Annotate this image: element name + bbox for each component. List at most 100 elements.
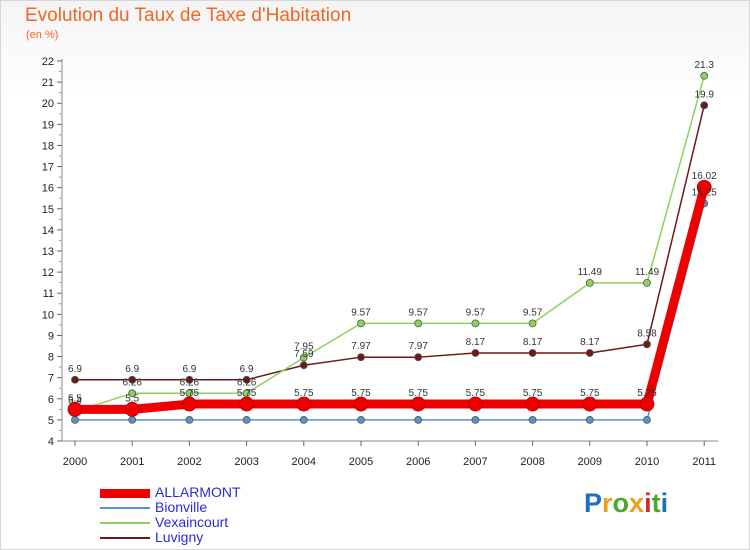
y-tick-label: 6 xyxy=(48,394,54,406)
logo-letter: i xyxy=(644,488,652,518)
y-tick-label: 9 xyxy=(48,330,54,342)
data-label-allarmont: 5.75 xyxy=(466,388,486,399)
data-point-bionville xyxy=(185,415,194,424)
data-point-bionville xyxy=(585,415,594,424)
data-point-bionville xyxy=(528,415,537,424)
series-line-bionville xyxy=(75,203,705,421)
data-point-allarmont xyxy=(582,396,598,412)
data-point-luvigny xyxy=(242,375,251,384)
series-line-luvigny xyxy=(75,105,705,381)
data-label-luvigny: 8.17 xyxy=(466,337,486,348)
data-label-allarmont: 5.5 xyxy=(125,393,139,404)
data-label-luvigny: 6.9 xyxy=(125,364,139,375)
data-point-luvigny xyxy=(357,353,365,362)
data-label-vexaincourt: 9.57 xyxy=(351,307,371,318)
y-tick-label: 7 xyxy=(48,373,54,385)
data-label-luvigny: 19.9 xyxy=(694,89,714,100)
data-point-vexaincourt xyxy=(128,389,137,398)
data-label-allarmont: 5.75 xyxy=(408,388,428,399)
data-point-luvigny xyxy=(71,375,79,384)
x-tick-label: 2001 xyxy=(120,456,144,468)
y-tick-label: 10 xyxy=(42,309,54,321)
data-point-bionville xyxy=(299,415,308,424)
legend-swatch xyxy=(100,522,150,524)
x-tick-label: 2005 xyxy=(349,456,373,468)
legend-label: Vexaincourt xyxy=(155,514,229,530)
data-point-vexaincourt xyxy=(700,71,709,80)
data-label-vexaincourt: 5.4 xyxy=(68,395,82,406)
data-point-luvigny xyxy=(414,353,423,362)
data-label-allarmont: 5.75 xyxy=(637,388,657,399)
data-point-luvigny xyxy=(585,349,594,357)
data-label-vexaincourt: 21.3 xyxy=(694,60,714,71)
y-tick-label: 15 xyxy=(42,204,54,216)
y-tick-label: 8 xyxy=(48,352,54,364)
data-label-luvigny: 8.17 xyxy=(580,337,600,348)
x-tick-label: 2009 xyxy=(578,456,602,468)
data-label-allarmont: 5.75 xyxy=(237,388,257,399)
legend-label: Bionville xyxy=(155,499,208,515)
data-point-allarmont xyxy=(181,396,197,412)
data-point-bionville xyxy=(242,415,251,424)
data-point-allarmont xyxy=(239,396,255,412)
chart-subtitle: (en %) xyxy=(26,29,59,41)
data-point-vexaincourt xyxy=(414,319,423,328)
series-line-allarmont xyxy=(75,186,709,414)
data-point-vexaincourt xyxy=(471,319,480,328)
data-label-allarmont: 5.5 xyxy=(68,393,82,404)
x-tick-label: 2010 xyxy=(635,456,659,468)
data-point-allarmont xyxy=(124,401,140,417)
y-tick-label: 12 xyxy=(42,267,54,279)
chart-title: Evolution du Taux de Taxe d'Habitation xyxy=(25,5,352,26)
data-point-luvigny xyxy=(643,340,651,349)
y-tick-label: 11 xyxy=(43,288,54,300)
x-tick-label: 2011 xyxy=(692,456,716,468)
y-tick-label: 21 xyxy=(42,77,54,89)
x-tick-label: 2002 xyxy=(177,456,201,468)
data-point-luvigny xyxy=(700,101,709,110)
data-label-vexaincourt: 11.49 xyxy=(635,267,660,278)
data-label-allarmont: 5.75 xyxy=(523,388,543,399)
x-tick-label: 2007 xyxy=(463,456,487,468)
y-tick-label: 14 xyxy=(42,225,54,237)
data-label-luvigny: 7.59 xyxy=(294,349,314,360)
data-point-vexaincourt xyxy=(643,278,651,287)
data-label-vexaincourt: 6.26 xyxy=(122,377,142,388)
data-label-allarmont: 5.75 xyxy=(580,388,600,399)
legend-label: Luvigny xyxy=(155,529,204,545)
logo-letter: i xyxy=(660,488,669,518)
data-label-luvigny: 6.9 xyxy=(68,364,82,375)
data-point-allarmont xyxy=(467,396,483,412)
x-tick-label: 2006 xyxy=(406,456,430,468)
data-label-vexaincourt: 11.49 xyxy=(578,267,603,278)
y-tick-label: 16 xyxy=(42,183,54,195)
data-label-bionville: 15.25 xyxy=(692,188,717,199)
data-label-luvigny: 6.9 xyxy=(182,364,196,375)
data-label-luvigny: 7.97 xyxy=(351,341,371,352)
logo-letter: P xyxy=(584,488,603,518)
y-tick-label: 18 xyxy=(42,140,54,152)
data-label-vexaincourt: 7.95 xyxy=(294,342,314,353)
legend-swatch xyxy=(100,537,150,539)
data-point-bionville xyxy=(643,415,651,424)
data-label-allarmont: 5.75 xyxy=(180,388,200,399)
legend-swatch xyxy=(100,507,150,509)
data-label-vexaincourt: 9.57 xyxy=(466,307,486,318)
legend-swatch xyxy=(100,488,150,498)
data-point-vexaincourt xyxy=(357,319,365,328)
x-tick-label: 2008 xyxy=(520,456,544,468)
data-label-vexaincourt: 9.57 xyxy=(523,307,543,318)
data-label-allarmont: 5.75 xyxy=(351,388,371,399)
data-label-luvigny: 7.97 xyxy=(408,341,428,352)
logo-letter: t xyxy=(651,488,661,518)
data-label-allarmont: 5.75 xyxy=(294,388,314,399)
x-tick-label: 2003 xyxy=(234,456,258,468)
data-point-bionville xyxy=(357,415,365,424)
y-tick-label: 17 xyxy=(42,162,54,174)
data-point-luvigny xyxy=(471,349,480,357)
y-tick-label: 5 xyxy=(48,415,54,427)
data-point-vexaincourt xyxy=(299,353,308,362)
logo-letter: r xyxy=(602,488,613,518)
